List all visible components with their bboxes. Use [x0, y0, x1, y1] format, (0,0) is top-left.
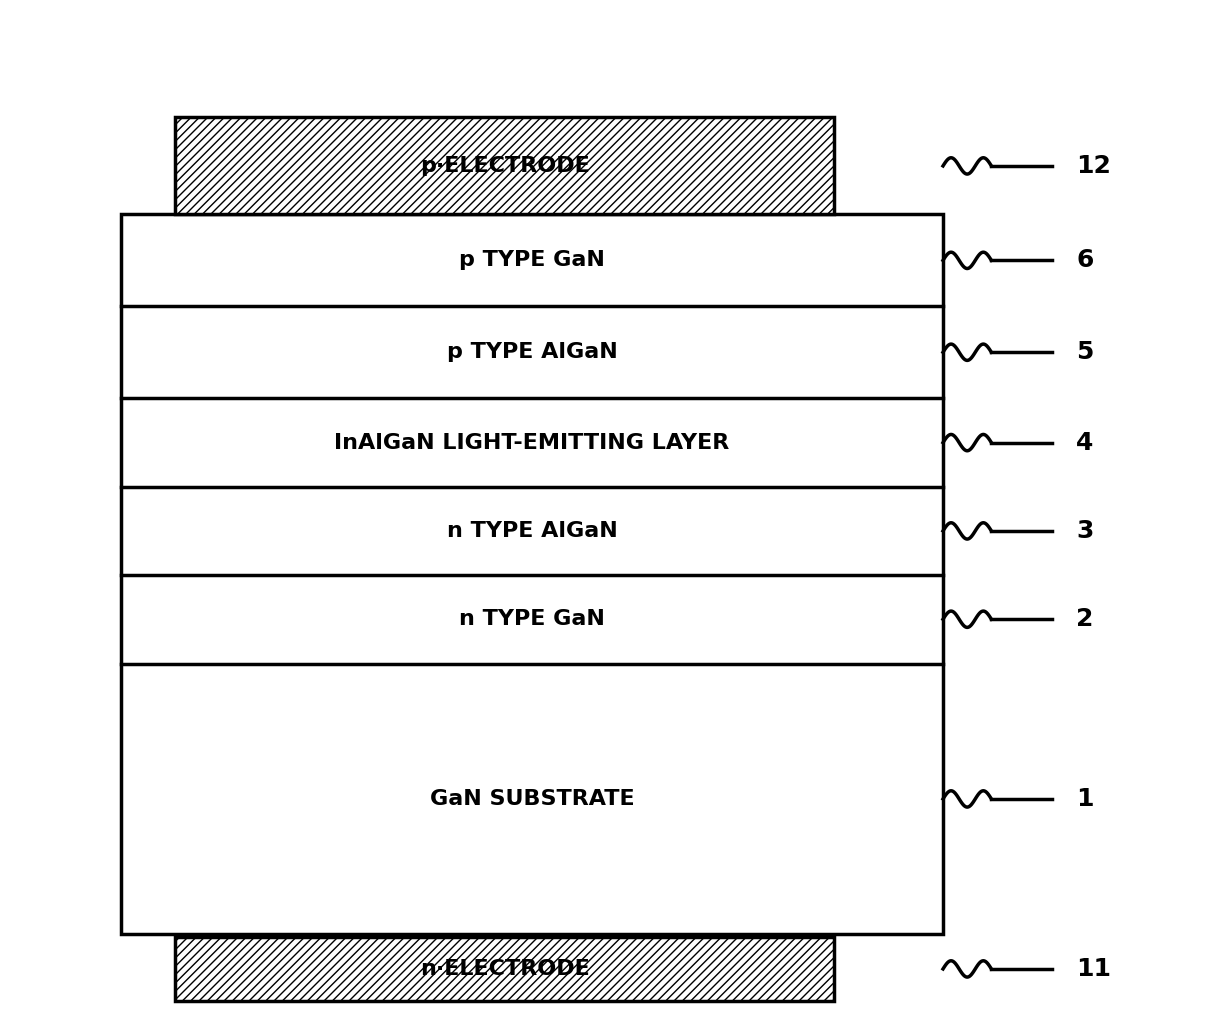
- Text: 6: 6: [1076, 248, 1093, 273]
- Text: p·ELECTRODE: p·ELECTRODE: [420, 156, 590, 176]
- Text: 4: 4: [1076, 431, 1093, 454]
- Text: 3: 3: [1076, 519, 1093, 543]
- Text: n TYPE AlGaN: n TYPE AlGaN: [446, 521, 618, 541]
- Text: 2: 2: [1076, 607, 1093, 631]
- Bar: [175, 117, 834, 214]
- Text: p TYPE GaN: p TYPE GaN: [459, 250, 604, 271]
- Text: p TYPE AlGaN: p TYPE AlGaN: [446, 342, 618, 362]
- Text: 1: 1: [1076, 787, 1093, 811]
- Bar: [175, 937, 834, 1001]
- Text: n TYPE GaN: n TYPE GaN: [459, 610, 604, 629]
- Text: GaN SUBSTRATE: GaN SUBSTRATE: [429, 789, 635, 809]
- Text: InAlGaN LIGHT-EMITTING LAYER: InAlGaN LIGHT-EMITTING LAYER: [335, 433, 729, 452]
- Text: 5: 5: [1076, 340, 1093, 364]
- Bar: [121, 214, 943, 934]
- Text: 11: 11: [1076, 957, 1111, 981]
- Text: 12: 12: [1076, 154, 1111, 178]
- Text: n·ELECTRODE: n·ELECTRODE: [420, 959, 590, 979]
